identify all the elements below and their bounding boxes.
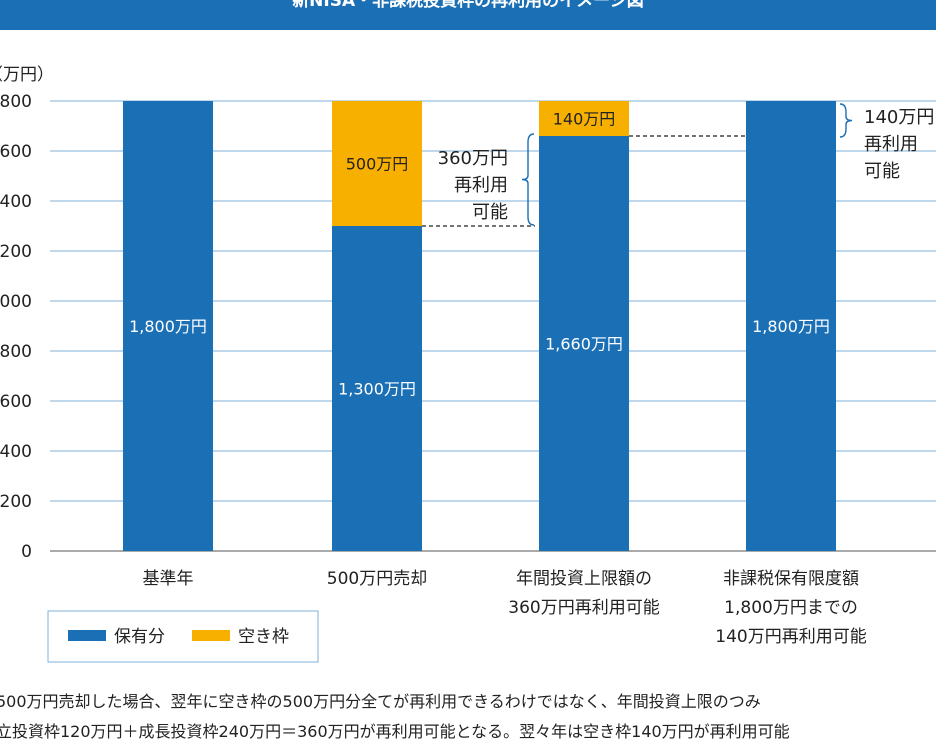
bar-free-label: 500万円 bbox=[346, 155, 409, 174]
y-tick-label: 400 bbox=[0, 442, 32, 462]
y-axis-unit: （万円） bbox=[0, 65, 54, 85]
bar-held bbox=[746, 101, 836, 551]
legend-swatch-held bbox=[68, 630, 106, 641]
y-tick-label: 600 bbox=[0, 392, 32, 412]
annotation-text: 再利用 bbox=[864, 134, 918, 155]
chart-title: 新NISA・非課税投資枠の再利用のイメージ図 bbox=[292, 0, 644, 11]
bar-held bbox=[539, 136, 629, 551]
y-tick-label: 200 bbox=[0, 492, 32, 512]
category-label: 1,800万円までの bbox=[724, 598, 858, 618]
bar-free bbox=[332, 101, 422, 226]
bar-held-label: 1,660万円 bbox=[545, 335, 623, 354]
legend-label-free: 空き枠 bbox=[238, 627, 289, 647]
y-tick-label: 1,600 bbox=[0, 142, 32, 162]
annotation-text: 再利用 bbox=[454, 175, 508, 196]
y-tick-label: 1,000 bbox=[0, 292, 32, 312]
bar-held-label: 1,800万円 bbox=[752, 317, 830, 336]
annotation-text: 360万円 bbox=[438, 148, 508, 169]
category-label: 非課税保有限度額 bbox=[723, 569, 859, 589]
footnote-line-1: 500万円売却した場合、翌年に空き枠の500万円分全てが再利用できるわけではなく… bbox=[0, 692, 761, 711]
annotation-text: 140万円 bbox=[864, 107, 934, 128]
footnote-line-2: 立投資枠120万円＋成長投資枠240万円＝360万円が再利用可能となる。翌々年は… bbox=[0, 722, 790, 741]
annotation-text: 可能 bbox=[472, 202, 508, 223]
legend-swatch-free bbox=[192, 630, 230, 641]
y-tick-label: 0 bbox=[21, 542, 32, 562]
category-label: 140万円再利用可能 bbox=[715, 627, 866, 647]
annotation-brace bbox=[521, 133, 535, 226]
bar-held-label: 1,800万円 bbox=[129, 317, 207, 336]
bar-held bbox=[123, 101, 213, 551]
y-tick-label: 1,400 bbox=[0, 192, 32, 212]
bar-held-label: 1,300万円 bbox=[338, 380, 416, 399]
category-label: 500万円売却 bbox=[327, 569, 427, 589]
legend-label-held: 保有分 bbox=[114, 627, 165, 647]
category-label: 360万円再利用可能 bbox=[508, 598, 659, 618]
bar-free-label: 140万円 bbox=[553, 110, 616, 129]
category-label: 基準年 bbox=[143, 569, 194, 589]
annotation-text: 可能 bbox=[864, 161, 900, 182]
title-bar: 新NISA・非課税投資枠の再利用のイメージ図 bbox=[0, 0, 936, 30]
annotation-brace bbox=[839, 103, 853, 138]
y-tick-label: 1,800 bbox=[0, 92, 32, 112]
y-tick-label: 800 bbox=[0, 342, 32, 362]
bar-held bbox=[332, 226, 422, 551]
category-label: 年間投資上限額の bbox=[516, 569, 652, 589]
bar-free bbox=[539, 101, 629, 136]
y-tick-label: 1,200 bbox=[0, 242, 32, 262]
